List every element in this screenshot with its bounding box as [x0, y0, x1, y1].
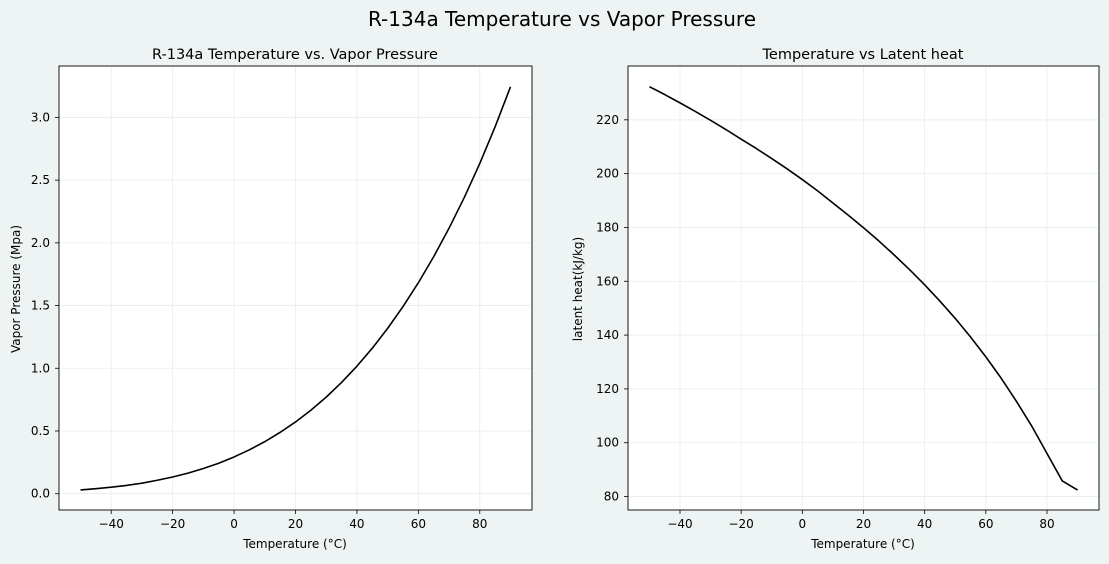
- y-axis-label: Vapor Pressure (Mpa): [9, 225, 23, 353]
- x-tick-label: 80: [472, 517, 487, 531]
- y-tick-label: 80: [604, 490, 619, 504]
- y-tick-label: 1.5: [31, 299, 50, 313]
- x-axis-label: Temperature (°C): [242, 537, 347, 551]
- y-tick-label: 220: [596, 113, 619, 127]
- x-tick-label: 80: [1039, 517, 1054, 531]
- x-tick-label: 20: [288, 517, 303, 531]
- y-tick-label: 120: [596, 382, 619, 396]
- y-tick-label: 1.0: [31, 361, 50, 375]
- y-tick-label: 2.0: [31, 236, 50, 250]
- x-tick-label: 40: [349, 517, 364, 531]
- y-tick-label: 160: [596, 274, 619, 288]
- x-tick-label: 20: [856, 517, 871, 531]
- y-tick-label: 180: [596, 220, 619, 234]
- figure-suptitle: R-134a Temperature vs Vapor Pressure: [368, 7, 756, 31]
- y-tick-label: 100: [596, 436, 619, 450]
- series-line: [80, 86, 512, 491]
- x-tick-label: −40: [667, 517, 692, 531]
- chart-title: R-134a Temperature vs. Vapor Pressure: [152, 47, 438, 63]
- y-tick-label: 3.0: [31, 110, 50, 124]
- x-tick-label: 0: [799, 517, 807, 531]
- x-tick-label: 60: [978, 517, 993, 531]
- y-tick-label: 0.5: [31, 424, 50, 438]
- chart-latent-heat: Temperature vs Latent heat Temperature (…: [571, 47, 1100, 551]
- x-axis-label: Temperature (°C): [810, 537, 915, 551]
- chart-vapor-pressure: R-134a Temperature vs. Vapor Pressure Te…: [9, 47, 533, 551]
- plot-frame: [627, 65, 1100, 511]
- x-tick-label: −40: [99, 517, 124, 531]
- plot-frame: [58, 65, 533, 511]
- y-tick-label: 0.0: [31, 487, 50, 501]
- x-tick-label: 40: [917, 517, 932, 531]
- chart-title: Temperature vs Latent heat: [762, 47, 964, 63]
- y-tick-label: 200: [596, 167, 619, 181]
- y-tick-label: 2.5: [31, 173, 50, 187]
- x-tick-label: −20: [728, 517, 753, 531]
- x-tick-label: −20: [160, 517, 185, 531]
- x-tick-label: 0: [230, 517, 238, 531]
- x-tick-label: 60: [411, 517, 426, 531]
- series-line: [649, 86, 1079, 491]
- y-tick-label: 140: [596, 328, 619, 342]
- y-axis-label: latent heat(kJ/kg): [571, 237, 585, 341]
